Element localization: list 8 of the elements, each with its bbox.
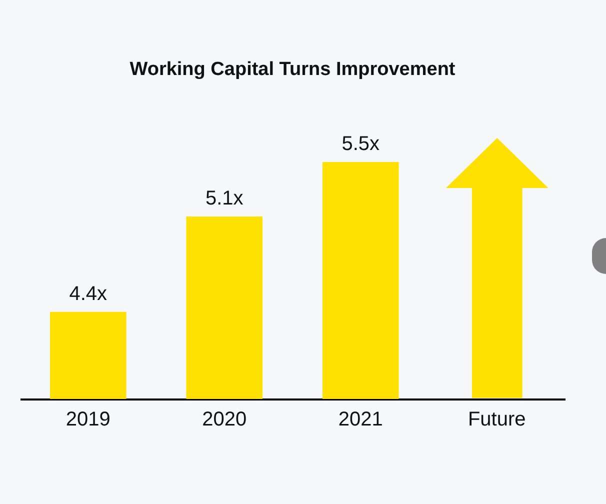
x-tick-label: 2020 [202, 408, 247, 430]
x-tick-label: 2019 [66, 408, 110, 430]
data-label: 5.5x [342, 133, 380, 155]
data-label: 5.1x [205, 187, 244, 210]
x-tick-label: Future [468, 408, 526, 430]
chart-title: Working Capital Turns Improvement [130, 59, 456, 80]
data-label: 4.4x [69, 282, 108, 305]
x-tick-label: 2021 [338, 408, 383, 430]
